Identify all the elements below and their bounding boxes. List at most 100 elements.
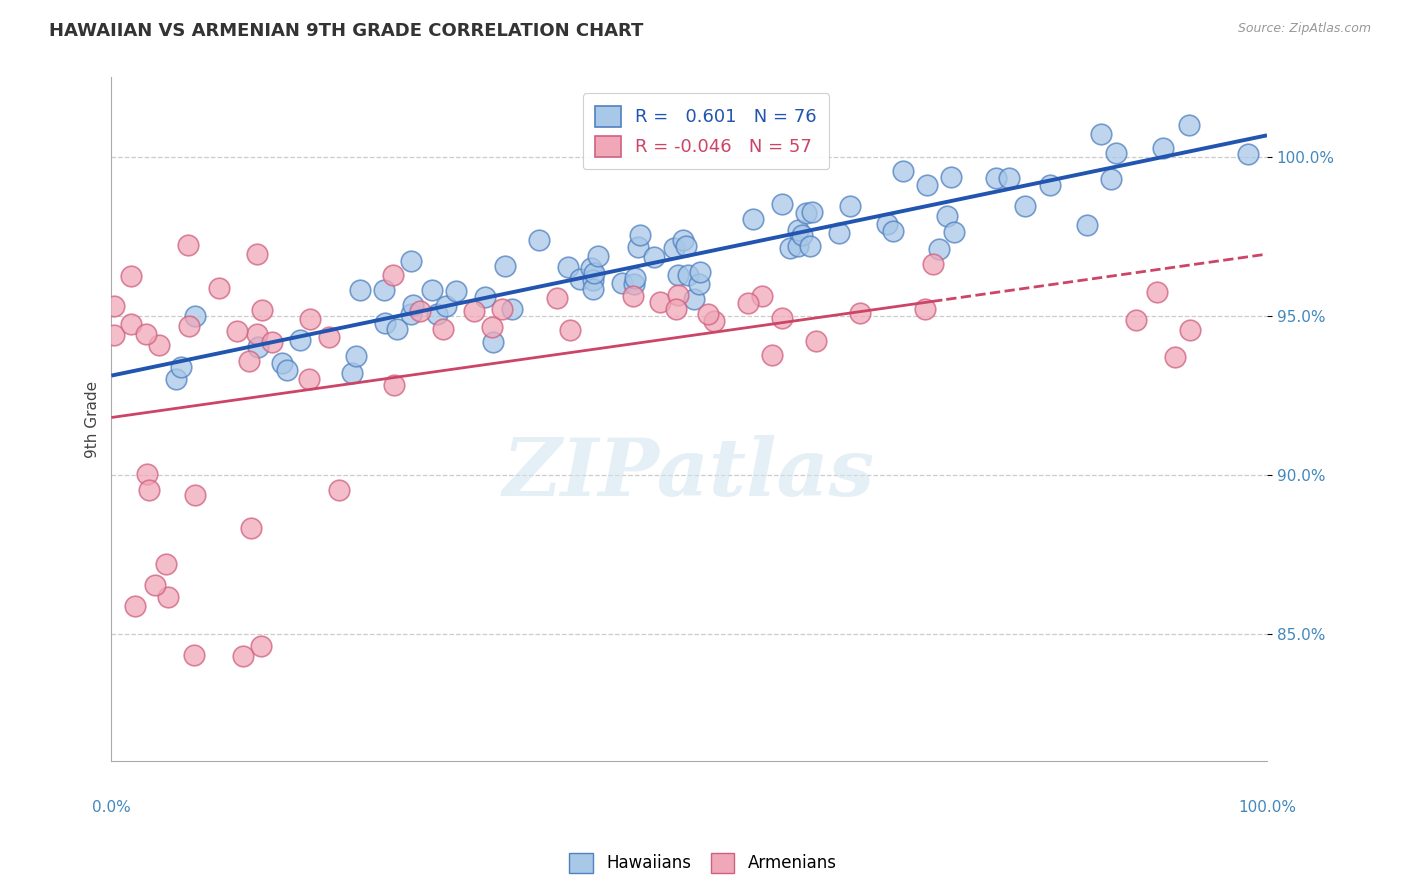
Point: [426, 307, 449, 321]
Point: [299, 311, 322, 326]
Point: [246, 327, 269, 342]
Point: [135, 327, 157, 342]
Point: [527, 233, 550, 247]
Point: [318, 330, 340, 344]
Point: [935, 209, 957, 223]
Point: [1099, 172, 1122, 186]
Point: [1152, 140, 1174, 154]
Y-axis label: 9th Grade: 9th Grade: [86, 381, 100, 458]
Point: [420, 283, 443, 297]
Point: [770, 310, 793, 325]
Point: [402, 298, 425, 312]
Point: [942, 225, 965, 239]
Point: [262, 334, 284, 349]
Point: [328, 483, 350, 497]
Point: [643, 250, 665, 264]
Point: [157, 591, 180, 605]
Point: [828, 226, 851, 240]
Point: [246, 247, 269, 261]
Text: Source: ZipAtlas.com: Source: ZipAtlas.com: [1237, 22, 1371, 36]
Point: [184, 488, 207, 502]
Point: [288, 333, 311, 347]
Point: [623, 277, 645, 291]
Point: [1014, 199, 1036, 213]
Point: [183, 648, 205, 663]
Point: [703, 313, 725, 327]
Text: ZIPatlas: ZIPatlas: [503, 435, 876, 513]
Point: [588, 250, 610, 264]
Point: [741, 211, 763, 226]
Point: [1178, 118, 1201, 132]
Point: [582, 282, 605, 296]
Point: [650, 295, 672, 310]
Point: [349, 283, 371, 297]
Point: [804, 334, 827, 349]
Point: [665, 301, 688, 316]
Point: [143, 578, 166, 592]
Point: [914, 301, 936, 316]
Point: [664, 241, 686, 255]
Point: [481, 320, 503, 334]
Point: [399, 307, 422, 321]
Point: [666, 268, 689, 282]
Point: [249, 639, 271, 653]
Point: [770, 196, 793, 211]
Text: HAWAIIAN VS ARMENIAN 9TH GRADE CORRELATION CHART: HAWAIIAN VS ARMENIAN 9TH GRADE CORRELATI…: [49, 22, 644, 40]
Point: [432, 322, 454, 336]
Point: [463, 303, 485, 318]
Point: [569, 272, 592, 286]
Point: [928, 242, 950, 256]
Text: 0.0%: 0.0%: [91, 799, 131, 814]
Point: [582, 266, 605, 280]
Point: [165, 372, 187, 386]
Text: 100.0%: 100.0%: [1239, 799, 1296, 814]
Point: [891, 163, 914, 178]
Point: [630, 227, 652, 242]
Point: [1237, 147, 1260, 161]
Point: [103, 328, 125, 343]
Point: [494, 260, 516, 274]
Point: [481, 334, 503, 349]
Point: [474, 290, 496, 304]
Point: [939, 170, 962, 185]
Point: [787, 223, 810, 237]
Point: [340, 366, 363, 380]
Point: [986, 170, 1008, 185]
Point: [1164, 350, 1187, 364]
Point: [226, 324, 249, 338]
Point: [1076, 218, 1098, 232]
Point: [135, 467, 157, 482]
Point: [276, 363, 298, 377]
Point: [344, 349, 367, 363]
Point: [737, 296, 759, 310]
Point: [794, 206, 817, 220]
Point: [240, 521, 263, 535]
Point: [1125, 312, 1147, 326]
Point: [666, 288, 689, 302]
Point: [298, 372, 321, 386]
Point: [138, 483, 160, 497]
Point: [876, 217, 898, 231]
Point: [621, 289, 644, 303]
Point: [779, 241, 801, 255]
Point: [751, 289, 773, 303]
Point: [582, 273, 605, 287]
Point: [436, 300, 458, 314]
Point: [786, 238, 808, 252]
Point: [103, 299, 125, 313]
Point: [501, 301, 523, 316]
Point: [120, 317, 142, 331]
Point: [250, 302, 273, 317]
Point: [921, 257, 943, 271]
Point: [177, 319, 200, 334]
Point: [1105, 145, 1128, 160]
Point: [232, 648, 254, 663]
Point: [557, 260, 579, 275]
Point: [682, 292, 704, 306]
Point: [184, 309, 207, 323]
Point: [124, 599, 146, 613]
Point: [689, 264, 711, 278]
Point: [491, 301, 513, 316]
Point: [790, 228, 813, 243]
Point: [671, 233, 693, 247]
